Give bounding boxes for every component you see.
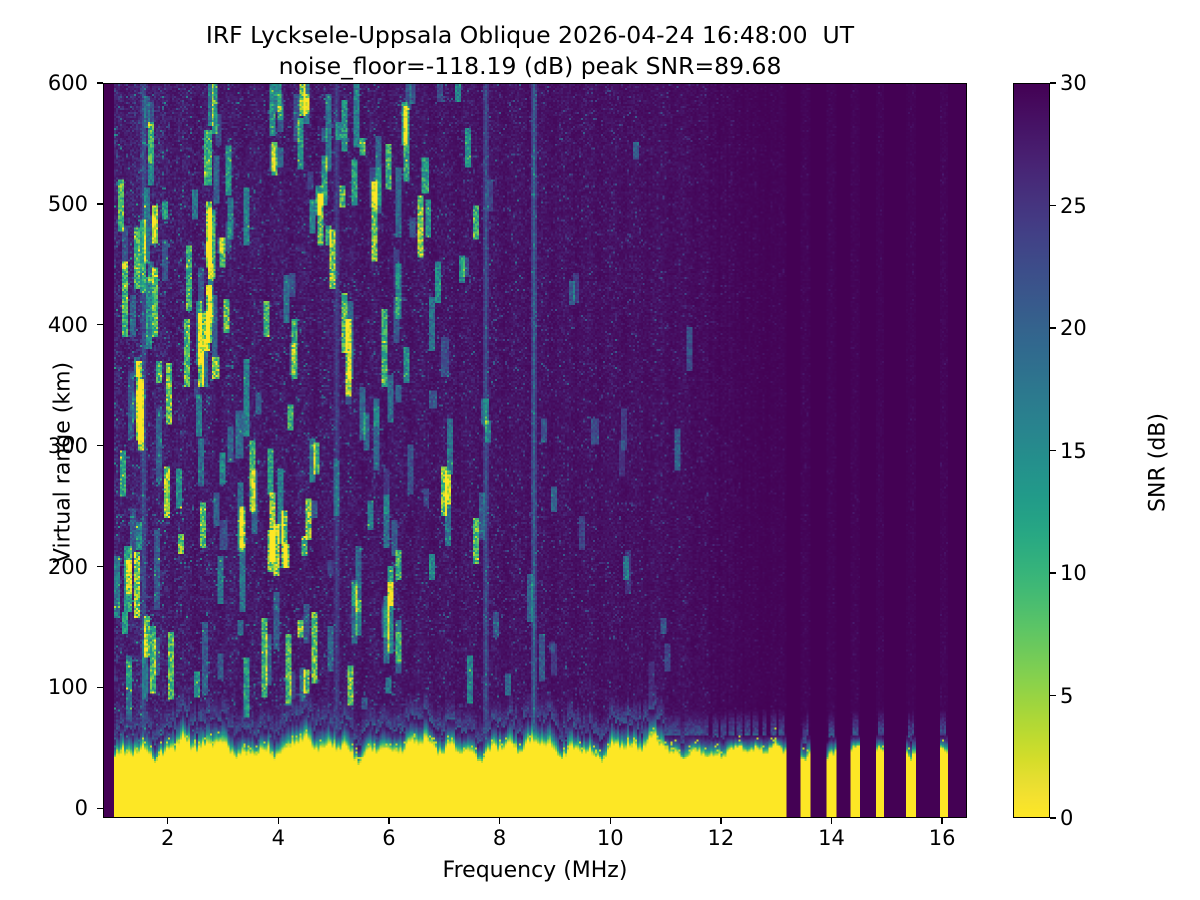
x-axis-label: Frequency (MHz) — [442, 858, 628, 883]
ionogram-heatmap[interactable] — [104, 84, 966, 817]
x-tick-label: 4 — [271, 826, 286, 850]
x-tick-label: 10 — [596, 826, 624, 850]
page-title: IRF Lycksele-Uppsala Oblique 2026-04-24 … — [0, 20, 1060, 81]
colorbar-tick-label: 10 — [1060, 561, 1087, 585]
x-tick-mark — [609, 818, 611, 824]
x-tick-mark — [498, 818, 501, 824]
colorbar-tick-mark — [1050, 449, 1056, 452]
x-tick-label: 2 — [161, 826, 175, 850]
colorbar[interactable] — [1013, 83, 1050, 818]
x-tick-mark — [388, 818, 390, 824]
x-tick-label: 8 — [492, 826, 507, 850]
colorbar-tick-mark — [1050, 82, 1056, 84]
colorbar-tick-mark — [1050, 327, 1056, 329]
x-tick-label: 6 — [382, 826, 396, 850]
x-tick-mark — [830, 818, 833, 824]
x-tick-label: 14 — [818, 826, 845, 850]
colorbar-tick-label: 25 — [1060, 193, 1087, 218]
x-tick-label: 12 — [707, 826, 735, 850]
colorbar-gradient — [1014, 84, 1049, 817]
title-line-2: noise_floor=-118.19 (dB) peak SNR=89.68 — [278, 51, 782, 80]
colorbar-tick-mark — [1050, 572, 1056, 574]
colorbar-tick-label: 0 — [1060, 806, 1074, 830]
colorbar-tick-label: 5 — [1060, 683, 1074, 708]
y-tick-label: 0 — [74, 796, 88, 821]
x-tick-mark — [720, 818, 722, 824]
colorbar-tick-mark — [1050, 204, 1056, 207]
x-tick-label: 16 — [928, 826, 956, 850]
colorbar-tick-label: 15 — [1060, 438, 1087, 463]
y-axis-label: Virtual range (km) — [50, 361, 76, 564]
y-tick-label: 500 — [47, 191, 88, 216]
colorbar-label: SNR (dB) — [1145, 413, 1171, 512]
x-tick-mark — [941, 818, 943, 824]
y-tick-label: 100 — [47, 675, 88, 700]
x-tick-mark — [167, 818, 169, 824]
x-tick-mark — [277, 818, 279, 824]
plot-area[interactable] — [103, 83, 967, 818]
colorbar-tick-mark — [1050, 817, 1056, 819]
colorbar-tick-mark — [1050, 694, 1056, 697]
title-line-1: IRF Lycksele-Uppsala Oblique 2026-04-24 … — [205, 21, 855, 49]
colorbar-tick-label: 20 — [1060, 316, 1087, 340]
y-tick-label: 600 — [47, 71, 88, 95]
colorbar-tick-label: 30 — [1060, 71, 1087, 95]
